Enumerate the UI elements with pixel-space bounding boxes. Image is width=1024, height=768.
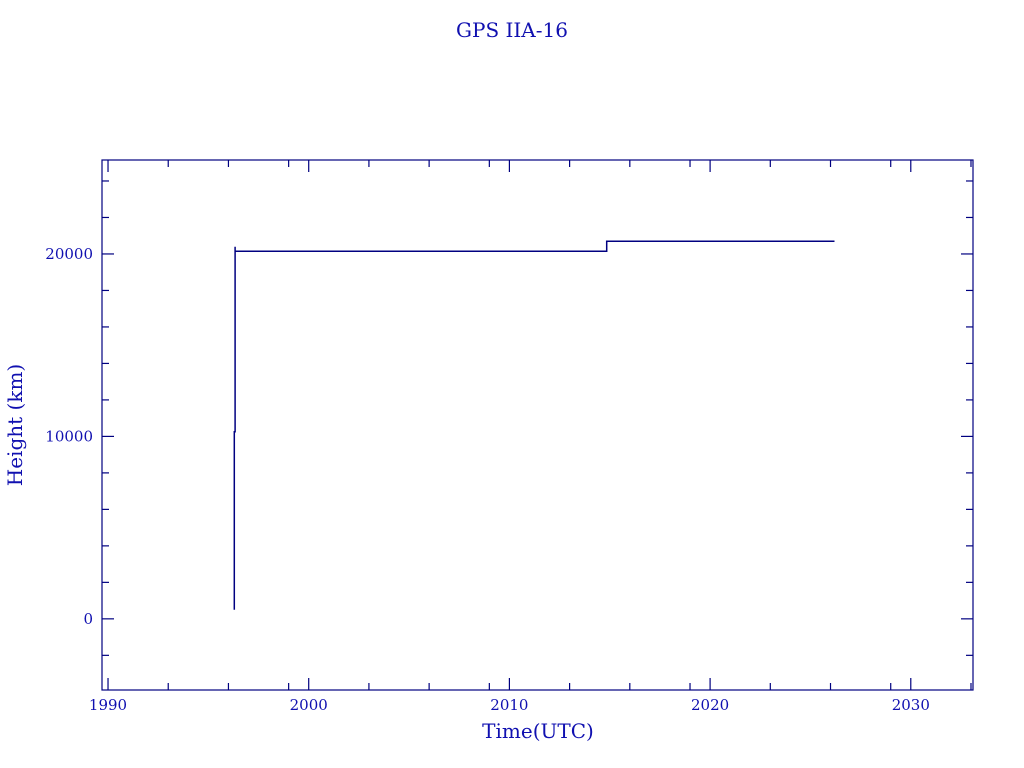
chart-title: GPS IIA-16 bbox=[456, 18, 568, 42]
y-tick-label: 0 bbox=[83, 610, 93, 628]
x-tick-label: 2030 bbox=[892, 696, 930, 714]
x-tick-label: 2000 bbox=[290, 696, 328, 714]
axis-ticks bbox=[102, 160, 973, 690]
x-axis-label: Time(UTC) bbox=[482, 719, 594, 743]
y-tick-label: 10000 bbox=[45, 427, 93, 445]
height-series-line bbox=[233, 240, 835, 610]
plot-frame bbox=[101, 159, 974, 691]
tick-labels: 1990 2000 2010 2020 2030 0 10000 20000 bbox=[45, 245, 930, 714]
y-tick-label: 20000 bbox=[45, 245, 93, 263]
x-tick-label: 1990 bbox=[89, 696, 127, 714]
y-axis-label: Height (km) bbox=[3, 364, 27, 486]
x-tick-label: 2020 bbox=[691, 696, 729, 714]
x-tick-label: 2010 bbox=[490, 696, 528, 714]
